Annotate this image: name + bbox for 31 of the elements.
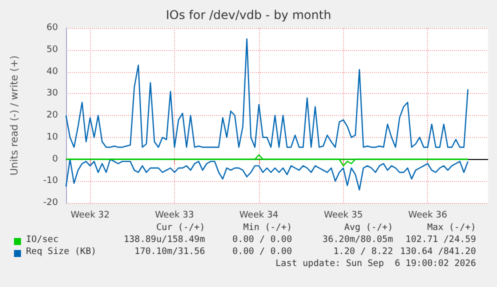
text: Last update: Sun Sep 6 19:00:02 2026 [276,259,476,269]
text: 0.00 / 0.00 [232,235,292,245]
text: 0.00 / 0.00 [232,247,292,257]
text: 36.20m/80.05m [322,235,393,245]
x-tick-label: Week 33 [155,210,194,220]
text: 102.71 /24.59 [406,235,476,245]
x-tick-label: Week 32 [70,210,110,220]
y-tick-label: 0 [52,154,58,164]
text: Avg (-/+) [344,223,393,233]
text: Cur (-/+) [156,223,205,233]
text: Min (-/+) [243,223,292,233]
x-tick-label: Week 36 [408,210,448,220]
y-tick-label: 60 [46,23,58,33]
y-tick-label: 10 [46,132,58,142]
x-tick-label: Week 34 [239,210,279,220]
y-tick-label: 40 [46,66,58,77]
text: 1.20 / 8.22 [333,247,393,257]
chart-title: IOs for /dev/vdb - by month [166,8,332,22]
text: 170.10m/31.56 [134,247,205,257]
y-axis-title: Units read (-) / write (+) [10,55,20,176]
y-tick-label: 50 [46,44,58,55]
legend-label: IO/sec [26,235,59,245]
y-tick-label: -20 [43,198,58,208]
y-tick-label: -10 [43,176,58,186]
text: 138.89u/158.49m [124,235,205,245]
y-tick-label: 30 [46,88,58,99]
legend-label: Req Size (KB) [26,247,96,257]
text: 130.64 /841.20 [400,247,476,257]
x-tick-label: Week 35 [324,210,363,220]
text: Max (-/+) [427,223,476,233]
y-tick-label: 20 [46,110,58,120]
